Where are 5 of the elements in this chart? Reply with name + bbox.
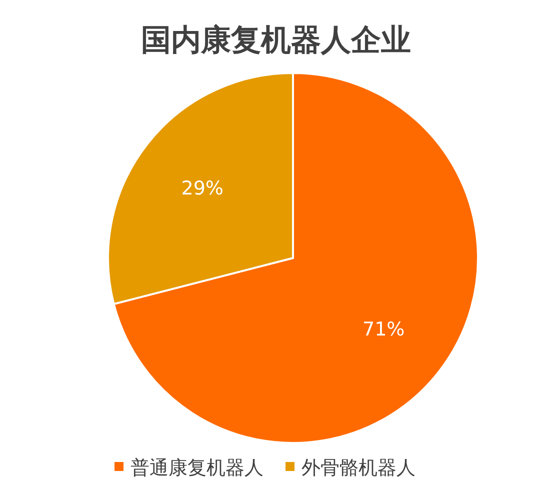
legend-label: 外骨骼机器人: [302, 457, 416, 479]
legend-label: 普通康复机器人: [130, 457, 264, 479]
chart-title: 国内康复机器人企业: [141, 23, 411, 58]
data-label: 71%: [362, 318, 405, 340]
data-label: 29%: [181, 178, 224, 200]
